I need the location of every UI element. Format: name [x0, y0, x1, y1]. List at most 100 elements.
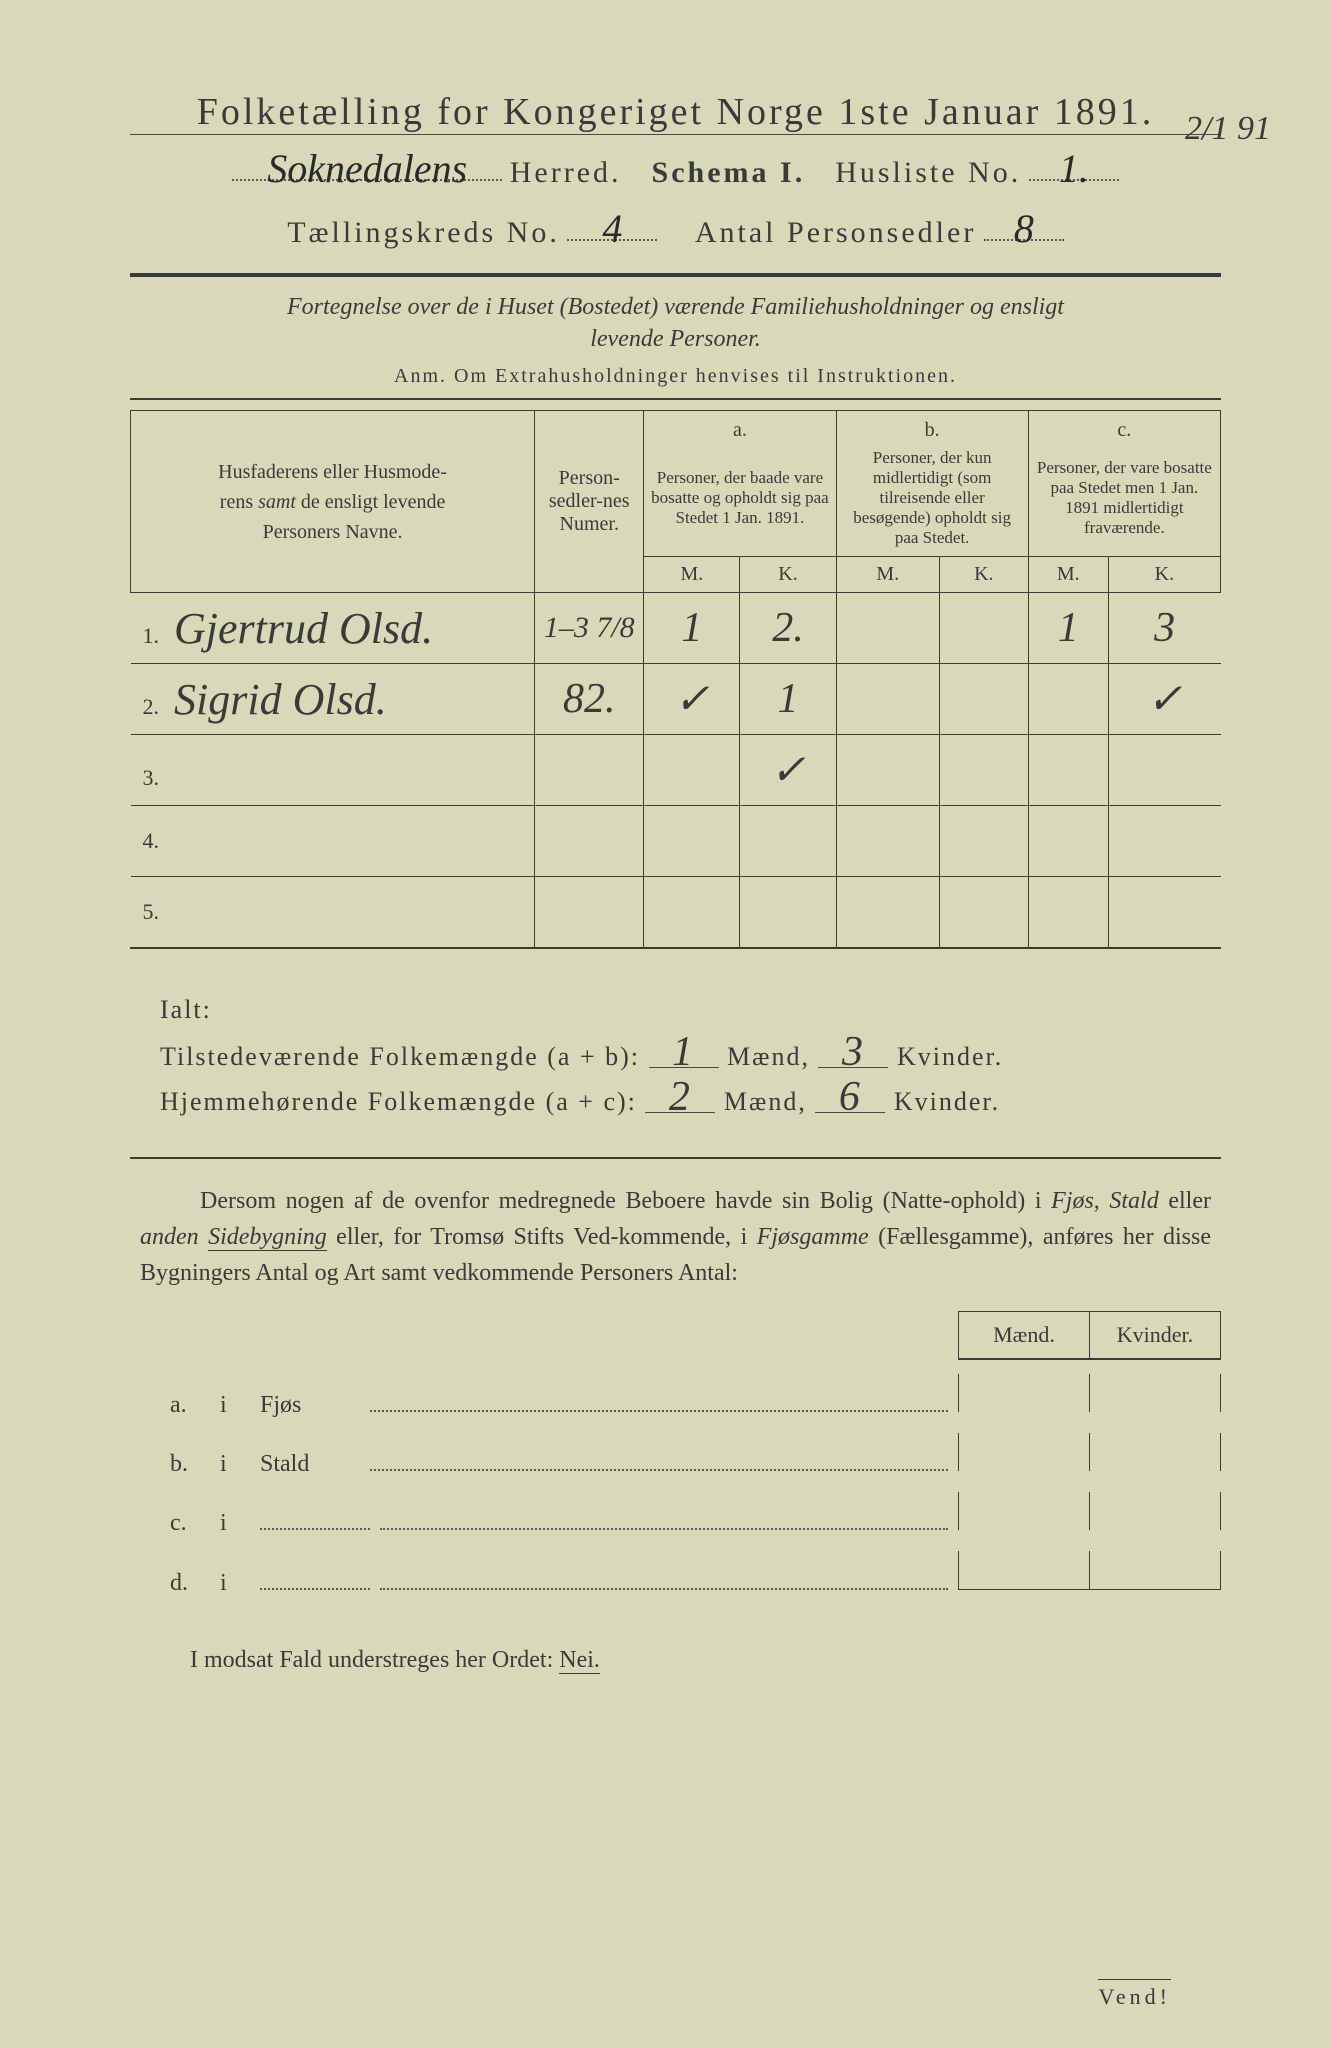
col-header-num: Person-sedler-nes Numer.	[535, 411, 644, 593]
row-type: Fjøs	[260, 1392, 370, 1419]
ialt-label: Ialt:	[160, 995, 1221, 1025]
kvinder-header: Kvinder.	[1090, 1311, 1221, 1360]
tkreds-handwritten: 4	[567, 207, 657, 241]
schema-label: Schema I.	[652, 156, 806, 189]
row-cm: 1	[1058, 605, 1079, 651]
row-personseddel: 82.	[563, 676, 616, 722]
husliste-label: Husliste No.	[835, 156, 1021, 189]
row-type-dotted	[260, 1510, 370, 1530]
subtitle: Fortegnelse over de i Huset (Bostedet) v…	[130, 291, 1221, 355]
kvinder-label: Kvinder.	[897, 1042, 1003, 1071]
herred-line: Soknedalens Herred. Schema I. Husliste N…	[130, 147, 1221, 195]
table-row: 3. ✓	[131, 735, 1221, 806]
thin-rule	[130, 398, 1221, 400]
hjemme-m-hw: 2	[645, 1082, 715, 1113]
row-i: i	[220, 1451, 260, 1478]
hjemme-line: Hjemmehørende Folkemængde (a + c): 2 Mæn…	[160, 1082, 1221, 1117]
row-letter: c.	[170, 1510, 220, 1537]
maend-label: Mænd,	[724, 1087, 807, 1116]
dotted-fill	[380, 1510, 948, 1530]
husliste-handwritten: 1.	[1029, 147, 1119, 181]
col-a-k: K.	[740, 557, 836, 593]
row-num: 3.	[143, 765, 169, 791]
col-b-k: K.	[939, 557, 1028, 593]
household-table: Husfaderens eller Husmode-rens samt de e…	[130, 410, 1221, 947]
k-cell	[1090, 1492, 1221, 1530]
subtitle-line-b: levende Personer.	[590, 326, 761, 352]
table-row: 5.	[131, 877, 1221, 948]
row-ak: 2.	[772, 605, 804, 651]
mid-rule	[130, 1157, 1221, 1159]
col-header-a: Personer, der baade vare bosatte og opho…	[644, 446, 836, 557]
corner-date-handwritten: 2/1 91	[1185, 110, 1271, 148]
building-row-a: a. i Fjøs	[170, 1374, 1221, 1419]
form-title: Folketælling for Kongeriget Norge 1ste J…	[130, 90, 1221, 135]
col-b-m: M.	[836, 557, 939, 593]
row-am: 1	[681, 605, 702, 651]
nei-line: I modsat Fald understreges her Ordet: Ne…	[190, 1647, 1221, 1674]
table-bottom-rule	[130, 947, 1221, 949]
col-header-a-letter: a.	[644, 411, 836, 447]
building-row-c: c. i	[170, 1492, 1221, 1537]
k-cell	[1090, 1433, 1221, 1471]
m-cell	[958, 1374, 1090, 1412]
maend-header: Mænd.	[958, 1311, 1090, 1360]
antal-label: Antal Personsedler	[695, 216, 976, 249]
tilstede-line: Tilstedeværende Folkemængde (a + b): 1 M…	[160, 1037, 1221, 1072]
vend-label: Vend!	[1098, 1979, 1171, 2010]
row-i: i	[220, 1510, 260, 1537]
building-row-d: d. i	[170, 1551, 1221, 1597]
building-row-b: b. i Stald	[170, 1433, 1221, 1478]
tilstede-label: Tilstedeværende Folkemængde (a + b):	[160, 1042, 640, 1071]
row-type-dotted	[260, 1570, 370, 1590]
herred-handwritten: Soknedalens	[232, 147, 502, 181]
hjemme-k-hw: 6	[815, 1082, 885, 1113]
nei-word: Nei.	[559, 1647, 600, 1674]
kvinder-label: Kvinder.	[894, 1087, 1000, 1116]
k-cell	[1090, 1551, 1221, 1590]
col-header-b-letter: b.	[836, 411, 1028, 447]
col-header-names: Husfaderens eller Husmode-rens samt de e…	[131, 411, 535, 593]
row-ak: 1	[777, 676, 798, 722]
col-c-k: K.	[1108, 557, 1220, 593]
tkreds-label: Tællingskreds No.	[287, 216, 560, 249]
row-num: 1.	[143, 623, 169, 649]
dotted-fill	[370, 1451, 948, 1471]
dotted-fill	[380, 1570, 948, 1590]
k-cell	[1090, 1374, 1221, 1412]
row-type: Stald	[260, 1451, 370, 1478]
tilstede-m-hw: 1	[649, 1037, 719, 1068]
herred-label: Herred.	[510, 156, 622, 189]
m-cell	[958, 1433, 1090, 1471]
col-header-b: Personer, der kun midlertidigt (som tilr…	[836, 446, 1028, 557]
body-paragraph: Dersom nogen af de ovenfor medregnede Be…	[140, 1183, 1211, 1291]
tkreds-line: Tællingskreds No. 4 Antal Personsedler 8	[130, 207, 1221, 255]
subtitle-line-a: Fortegnelse over de i Huset (Bostedet) v…	[287, 294, 1064, 320]
col-c-m: M.	[1028, 557, 1108, 593]
table-row: 2. Sigrid Olsd. 82. ✓ 1 ✓	[131, 664, 1221, 735]
m-cell	[958, 1551, 1090, 1590]
row-am: ✓	[674, 677, 709, 723]
mk-header-row: Mænd. Kvinder.	[130, 1311, 1221, 1360]
hjemme-label: Hjemmehørende Folkemængde (a + c):	[160, 1087, 637, 1116]
divider-rule	[130, 273, 1221, 277]
row-ak: ✓	[770, 748, 805, 794]
row-name-hw: Gjertrud Olsd.	[174, 604, 433, 653]
nei-label: I modsat Fald understreges her Ordet:	[190, 1647, 553, 1673]
row-num: 5.	[143, 899, 169, 925]
row-ck: 3	[1154, 605, 1175, 651]
col-header-c-letter: c.	[1028, 411, 1220, 447]
row-letter: d.	[170, 1570, 220, 1597]
row-i: i	[220, 1570, 260, 1597]
row-ck: ✓	[1147, 677, 1182, 723]
row-personseddel: 1–3 7/8	[544, 611, 635, 644]
col-a-m: M.	[644, 557, 740, 593]
anm-note: Anm. Om Extrahusholdninger henvises til …	[130, 365, 1221, 388]
row-letter: a.	[170, 1392, 220, 1419]
row-name-hw: Sigrid Olsd.	[174, 675, 387, 724]
row-i: i	[220, 1392, 260, 1419]
col-header-c: Personer, der vare bosatte paa Stedet me…	[1028, 446, 1220, 557]
antal-handwritten: 8	[984, 207, 1064, 241]
tilstede-k-hw: 3	[818, 1037, 888, 1068]
census-form-page: 2/1 91 Folketælling for Kongeriget Norge…	[0, 0, 1331, 2048]
